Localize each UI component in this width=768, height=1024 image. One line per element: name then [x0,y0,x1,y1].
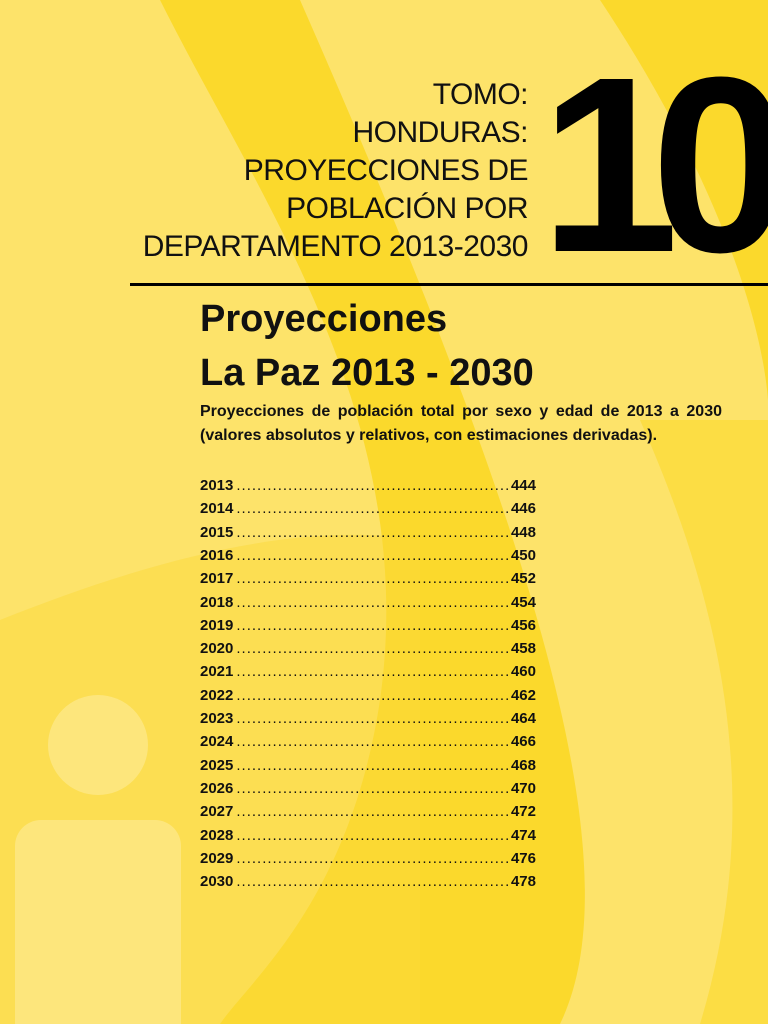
leader-dots: ........................................… [236,570,508,588]
toc-year: 2028 [200,826,234,844]
toc-year: 2026 [200,779,234,797]
toc-page: 476 [510,849,536,867]
leader-dots: ........................................… [236,686,508,704]
toc-row: 2025....................................… [200,757,536,774]
toc-page: 446 [510,500,536,518]
leader-dots: ........................................… [236,803,508,821]
toc-row: 2028....................................… [200,827,536,844]
toc-row: 2020....................................… [200,640,536,657]
subtitle: Proyecciones de población total por sexo… [200,403,722,444]
toc-page: 468 [510,756,536,774]
toc-page: 478 [510,873,536,891]
header-line: TOMO: [432,78,529,111]
leader-dots: ........................................… [236,710,508,727]
toc-year: 2030 [200,873,234,891]
toc-page: 450 [510,546,536,564]
person-body [15,820,181,1024]
toc-row: 2017....................................… [200,570,536,587]
toc-page: 472 [510,803,536,821]
leader-dots: ........................................… [236,756,508,774]
leader-dots: ........................................… [236,873,508,891]
toc-year: 2013 [200,477,234,494]
leader-dots: ........................................… [236,849,508,867]
toc-year: 2014 [200,500,234,518]
toc-year: 2021 [200,663,234,681]
toc-year: 2023 [200,710,234,727]
toc-row: 2024....................................… [200,733,536,750]
title-line: Proyecciones [200,298,448,340]
toc-year: 2029 [200,849,234,867]
leader-dots: ........................................… [236,593,508,611]
toc-year: 2018 [200,593,234,611]
swoosh [640,420,768,1024]
leader-dots: ........................................… [236,523,508,541]
toc-page: 448 [510,523,536,541]
volume-number: 10 [540,25,768,304]
toc-year: 2017 [200,570,234,588]
toc-row: 2015....................................… [200,524,536,541]
toc-page: 444 [510,477,536,494]
swoosh [600,0,768,400]
toc-row: 2027....................................… [200,803,536,820]
leader-dots: ........................................… [236,663,508,681]
toc-page: 464 [510,710,536,727]
toc-year: 2015 [200,523,234,541]
toc-year: 2016 [200,546,234,564]
toc-row: 2026....................................… [200,780,536,797]
toc-year: 2025 [200,756,234,774]
leader-dots: ........................................… [236,826,508,844]
toc-year: 2019 [200,616,234,634]
toc-page: 474 [510,826,536,844]
toc-row: 2018....................................… [200,594,536,611]
leader-dots: ........................................… [236,640,508,658]
leader-dots: ........................................… [236,546,508,564]
toc-row: 2014....................................… [200,500,536,517]
toc-page: 452 [510,570,536,588]
toc-row: 2019....................................… [200,617,536,634]
rule [130,283,768,286]
header-line: DEPARTAMENTO 2013-2030 [142,230,529,263]
toc-year: 2020 [200,640,234,658]
header-line: POBLACIÓN POR [286,192,528,225]
toc-row: 2029....................................… [200,850,536,867]
toc-page: 466 [510,733,536,751]
toc-page: 462 [510,686,536,704]
toc-page: 456 [510,616,536,634]
toc-row: 2022....................................… [200,687,536,704]
leader-dots: ........................................… [236,500,508,518]
toc-page: 470 [510,779,536,797]
header-line: PROYECCIONES DE [243,154,529,187]
swoosh [160,0,585,1024]
toc-row: 2021....................................… [200,663,536,680]
toc-year: 2027 [200,803,234,821]
toc-page: 454 [510,593,536,611]
toc-year: 2024 [200,733,234,751]
header-line: HONDURAS: [352,116,528,149]
toc-row: 2013....................................… [200,477,536,494]
title-line: La Paz 2013 - 2030 [200,352,534,394]
person-head [48,695,148,795]
leader-dots: ........................................… [236,733,508,751]
toc-row: 2023....................................… [200,710,536,727]
toc-year: 2022 [200,686,234,704]
leader-dots: ........................................… [236,616,508,634]
toc-page: 458 [510,640,536,658]
toc-row: 2030....................................… [200,873,536,890]
toc-row: 2016....................................… [200,547,536,564]
toc-page: 460 [510,663,536,681]
leader-dots: ........................................… [236,779,508,797]
leader-dots: ........................................… [236,477,508,494]
